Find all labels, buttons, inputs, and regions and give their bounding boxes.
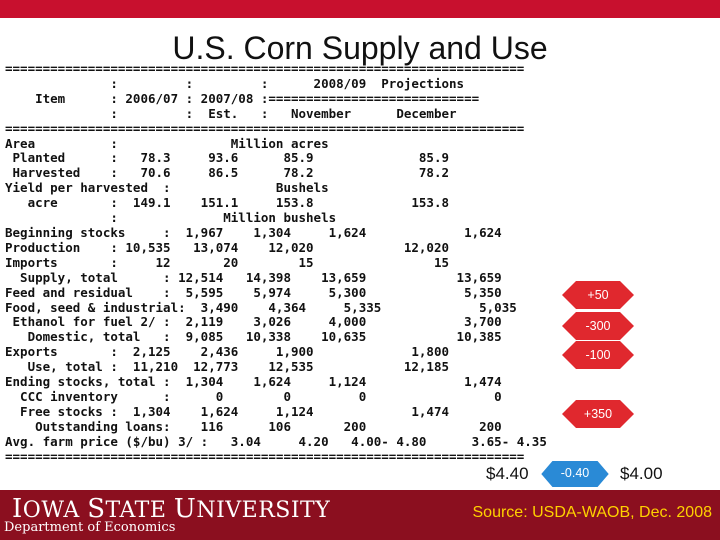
- price-right: $4.00: [620, 464, 663, 483]
- change-label-feed: +50: [587, 288, 609, 302]
- footer-bar: [0, 490, 720, 540]
- change-arrow-exports: -100: [562, 341, 634, 369]
- change-label-food: -300: [585, 319, 611, 333]
- price-change-pill: -0.40: [540, 458, 610, 490]
- supply-use-table: ========================================…: [5, 61, 547, 464]
- price-change-label: -0.40: [560, 466, 590, 480]
- top-accent-bar: [0, 0, 720, 18]
- slide-title: U.S. Corn Supply and Use: [172, 30, 548, 66]
- change-arrow-food: -300: [562, 312, 634, 340]
- change-arrow-feed: +50: [562, 281, 634, 309]
- source-note: Source: USDA-WAOB, Dec. 2008: [472, 504, 713, 521]
- price-left: $4.40: [486, 464, 529, 483]
- university-logo: IOWA STATE UNIVERSITY: [12, 494, 331, 524]
- change-label-ending: +350: [583, 407, 613, 421]
- change-arrow-ending: +350: [562, 400, 634, 428]
- change-label-exports: -100: [585, 348, 611, 362]
- department-name: Department of Economics: [4, 520, 176, 535]
